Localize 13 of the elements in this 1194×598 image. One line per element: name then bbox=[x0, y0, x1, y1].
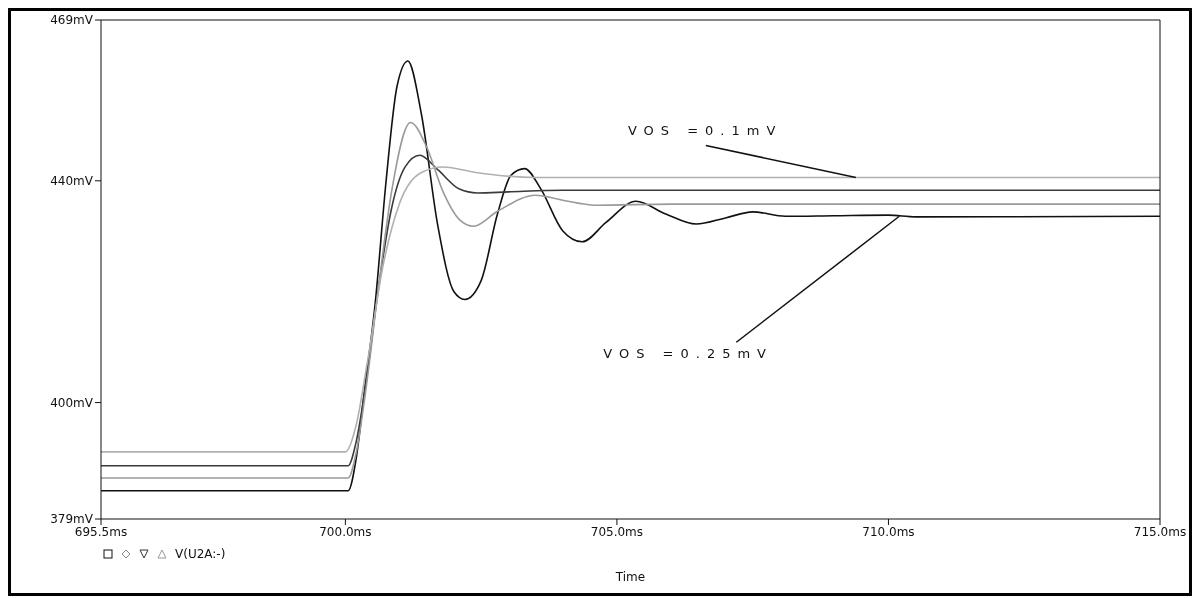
x-axis-title: Time bbox=[614, 570, 646, 584]
annotation: VOS =0.25mV bbox=[603, 346, 774, 362]
x-tick-label: 710.0ms bbox=[862, 524, 915, 539]
x-tick-label: 700.0ms bbox=[319, 524, 372, 539]
y-tick-label: 469mV bbox=[50, 13, 94, 28]
x-tick-label: 715.0ms bbox=[1133, 524, 1187, 539]
text: V(U2A:-) bbox=[175, 547, 226, 561]
x-tick-label: 705.0ms bbox=[590, 524, 644, 539]
y-tick-label: 379mV bbox=[50, 512, 94, 527]
y-tick-label: 400mV bbox=[50, 395, 94, 410]
y-tick-label: 440mV bbox=[50, 174, 94, 189]
x-tick-label: 695.5ms bbox=[74, 524, 128, 539]
annotation: VOS =0.1mV bbox=[627, 123, 783, 139]
